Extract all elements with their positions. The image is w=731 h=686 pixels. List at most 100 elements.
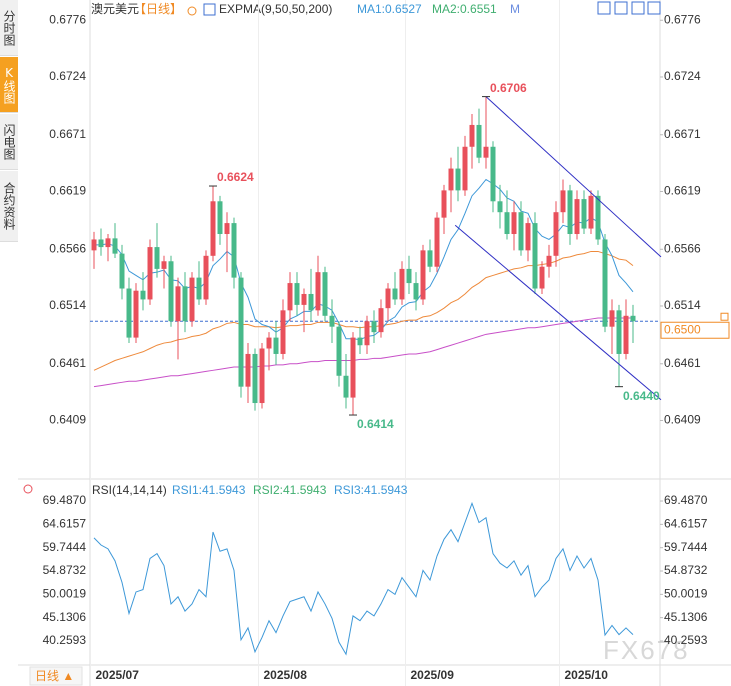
candle-body <box>266 337 272 349</box>
candle-body <box>532 223 538 289</box>
period-button-label: 日线 ▲ <box>35 669 74 683</box>
tab[interactable]: 合约资料 <box>0 171 18 242</box>
candle-body <box>273 337 279 354</box>
candle-body <box>252 353 258 404</box>
y-tick-label-right: 50.0019 <box>664 587 708 601</box>
candle-body <box>343 375 349 398</box>
candle-body <box>91 239 97 251</box>
period-button[interactable] <box>29 666 83 686</box>
candle-body <box>630 315 636 322</box>
y-tick-label: 40.2593 <box>43 633 87 647</box>
candle-body <box>427 250 433 267</box>
candle-body <box>357 337 363 346</box>
annotation-label: 0.6414 <box>357 417 394 431</box>
ema-line <box>93 317 633 388</box>
candle-body <box>217 201 223 235</box>
candle-body <box>434 217 440 267</box>
annotation-label: 0.6706 <box>490 81 527 95</box>
candle-body <box>420 250 426 300</box>
candle-body <box>539 266 545 289</box>
candle-body <box>210 201 216 256</box>
candle-body <box>441 190 447 218</box>
y-tick-label: 50.0019 <box>43 587 87 601</box>
y-tick-label-right: 45.1306 <box>664 610 708 624</box>
candle-body <box>518 212 524 251</box>
candle-body <box>448 168 454 191</box>
add-icon[interactable] <box>187 6 197 16</box>
y-tick-label: 69.4870 <box>43 493 87 507</box>
annotation-label: 0.6440 <box>623 389 660 403</box>
tool-icon[interactable] <box>597 1 611 15</box>
candle-body <box>329 315 335 327</box>
candle-body <box>385 288 391 309</box>
candle-body <box>455 168 461 191</box>
y-tick-label-right: 0.6514 <box>664 298 701 312</box>
candle-body <box>595 195 601 240</box>
tab[interactable]: 闪电图 <box>0 114 18 170</box>
last-price-box <box>660 321 730 339</box>
candle-body <box>574 199 580 235</box>
y-tick-label-right: 0.6566 <box>664 241 701 255</box>
ema-line <box>94 178 634 341</box>
legend-entry: M <box>510 2 520 16</box>
tool-icon[interactable] <box>631 1 645 15</box>
candle-body <box>462 146 468 191</box>
candle-body <box>315 272 321 311</box>
candle-body <box>497 201 503 213</box>
candle-body <box>231 223 237 278</box>
rsi-title: RSI(14,14,14) <box>92 483 167 497</box>
settings-icon[interactable] <box>23 484 33 494</box>
y-tick-label: 0.6409 <box>49 413 86 427</box>
candle-body <box>133 290 139 338</box>
y-tick-label-right: 69.4870 <box>664 493 708 507</box>
legend-entry: RSI1:41.5943 <box>172 483 246 497</box>
symbol: 澳元美元 <box>91 2 139 16</box>
candle-body <box>126 288 132 338</box>
period: 【日线】 <box>134 2 182 16</box>
candle-body <box>238 277 244 387</box>
candle-body <box>581 199 587 229</box>
y-tick-label-right: 0.6671 <box>664 127 701 141</box>
x-tick-label: 2025/09 <box>411 668 455 682</box>
y-tick-label: 54.8732 <box>43 563 87 577</box>
candle-body <box>105 238 111 248</box>
candle-body <box>469 124 475 147</box>
tab[interactable]: K线图 <box>0 57 18 113</box>
y-tick-label: 0.6619 <box>49 184 86 198</box>
y-tick-label-right: 0.6409 <box>664 413 701 427</box>
candle-body <box>154 247 160 269</box>
x-tick-label: 2025/08 <box>264 668 308 682</box>
tool-icon[interactable] <box>614 1 628 15</box>
candle-body <box>511 212 517 235</box>
candle-body <box>147 247 153 300</box>
last-price-icon <box>720 312 729 321</box>
tool-icon[interactable] <box>647 1 661 15</box>
candle-body <box>476 124 482 158</box>
indicator-icon[interactable] <box>203 3 216 16</box>
candle-body <box>112 238 118 254</box>
y-tick-label-right: 0.6776 <box>664 12 701 26</box>
last-price-label: 0.6500 <box>664 322 701 336</box>
candle-body <box>245 353 251 387</box>
candle-body <box>280 310 286 354</box>
y-tick-label-right: 40.2593 <box>664 633 708 647</box>
rsi-line <box>93 501 634 656</box>
candle-body <box>175 286 181 322</box>
candle-body <box>483 146 489 158</box>
candle-body <box>490 146 496 202</box>
candle-body <box>203 255 209 300</box>
tab[interactable]: 分时图 <box>0 0 18 56</box>
candle-body <box>616 310 622 354</box>
indicator: EXPMA(9,50,50,200) <box>219 2 332 16</box>
candle-body <box>406 268 412 284</box>
trendline <box>485 96 662 258</box>
candle-body <box>364 321 370 346</box>
y-tick-label: 0.6671 <box>49 127 86 141</box>
y-tick-label: 0.6724 <box>49 69 86 83</box>
trendline <box>454 224 662 401</box>
candle-body <box>392 288 398 300</box>
ema-line <box>93 250 634 371</box>
candle-body <box>623 315 629 354</box>
